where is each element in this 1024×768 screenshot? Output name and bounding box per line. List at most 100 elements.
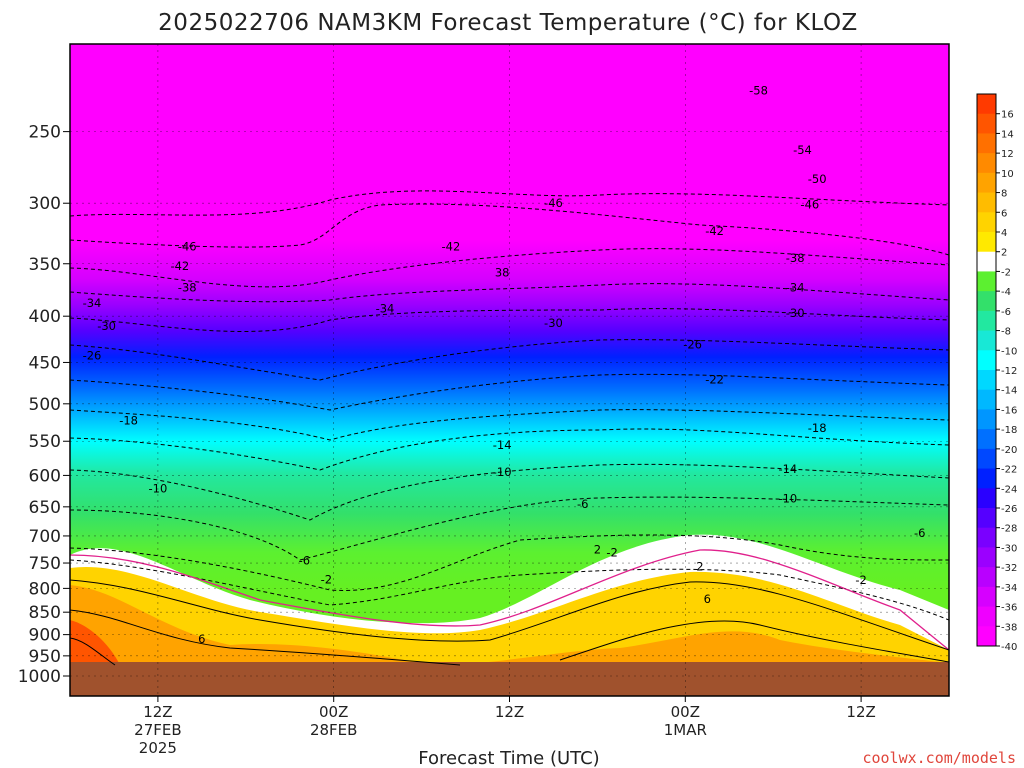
x-tick-label: 27FEB bbox=[134, 721, 181, 739]
contour-label: -58 bbox=[749, 83, 768, 97]
colorbar-swatch bbox=[977, 251, 996, 272]
colorbar-tick-label: -26 bbox=[1001, 504, 1017, 515]
y-tick-label: 700 bbox=[29, 527, 61, 547]
colorbar-swatch bbox=[977, 527, 996, 548]
colorbar-swatch bbox=[977, 94, 996, 115]
colorbar-tick-label: -10 bbox=[1001, 346, 1017, 357]
colorbar-tick-label: 4 bbox=[1001, 228, 1007, 239]
contour-label: -26 bbox=[83, 348, 102, 362]
colorbar-swatch bbox=[977, 133, 996, 154]
contour-label: -34 bbox=[786, 281, 805, 295]
contour-label: -54 bbox=[793, 143, 812, 157]
contour-label: -26 bbox=[683, 338, 702, 352]
colorbar-tick-label: -4 bbox=[1001, 287, 1011, 298]
colorbar-tick-label: 16 bbox=[1001, 110, 1014, 121]
contour-label: -10 bbox=[149, 481, 168, 495]
y-tick-label: 250 bbox=[29, 123, 61, 143]
contour-label: -14 bbox=[778, 462, 797, 476]
colorbar-tick-label: -36 bbox=[1001, 603, 1017, 614]
colorbar-tick-label: -32 bbox=[1001, 563, 1017, 574]
y-tick-label: 800 bbox=[29, 579, 61, 599]
x-axis-label: Forecast Time (UTC) bbox=[418, 748, 599, 768]
colorbar-tick-label: 2 bbox=[1001, 248, 1007, 259]
contour-label: -6 bbox=[577, 497, 588, 511]
colorbar-tick-label: 14 bbox=[1001, 129, 1014, 140]
contour-label: -14 bbox=[493, 438, 512, 452]
contour-label: -42 bbox=[705, 224, 724, 238]
x-tick-label: 1MAR bbox=[664, 721, 707, 739]
contour-label: -50 bbox=[808, 172, 827, 186]
x-tick-label: 12Z bbox=[846, 703, 875, 721]
colorbar-swatch bbox=[977, 429, 996, 450]
colorbar-swatch bbox=[977, 330, 996, 351]
y-axis: 250 300 350 400 450 500 550 600 650 700 750 800 850 9… bbox=[18, 123, 70, 687]
colorbar-swatch bbox=[977, 113, 996, 134]
colorbar-tick-label: 6 bbox=[1001, 208, 1007, 219]
x-tick-label: 12Z bbox=[143, 703, 172, 721]
colorbar-tick-label: -22 bbox=[1001, 465, 1017, 476]
colorbar-swatch bbox=[977, 389, 996, 410]
colorbar-tick-label: -28 bbox=[1001, 524, 1017, 535]
contour-label: -34 bbox=[83, 296, 102, 310]
contour-label: -18 bbox=[808, 421, 827, 435]
contour-label: -30 bbox=[786, 306, 805, 320]
y-tick-label: 900 bbox=[29, 626, 61, 646]
contour-label: -46 bbox=[178, 240, 197, 254]
y-tick-label: 350 bbox=[29, 255, 61, 275]
y-tick-label: 1000 bbox=[18, 667, 61, 687]
colorbar-swatch bbox=[977, 586, 996, 608]
x-tick-label: 2025 bbox=[139, 739, 177, 757]
colorbar-swatch bbox=[977, 192, 996, 213]
colorbar-tick-label: -2 bbox=[1001, 267, 1011, 278]
colorbar-tick-label: -24 bbox=[1001, 484, 1017, 495]
contour-label: 38 bbox=[495, 266, 510, 280]
colorbar-swatch bbox=[977, 310, 996, 332]
y-tick-label: 600 bbox=[29, 466, 61, 486]
y-tick-label: 550 bbox=[29, 432, 61, 452]
colorbar-tick-label: 12 bbox=[1001, 149, 1014, 160]
y-tick-label: 500 bbox=[29, 395, 61, 415]
x-tick-label: 12Z bbox=[495, 703, 524, 721]
colorbar-tick-label: -40 bbox=[1001, 642, 1017, 653]
contour-label: -10 bbox=[778, 491, 797, 505]
contour-label: -6 bbox=[299, 553, 310, 567]
colorbar-tick-label: -8 bbox=[1001, 327, 1011, 338]
x-tick-label: 28FEB bbox=[310, 721, 357, 739]
contour-label: -10 bbox=[493, 465, 512, 479]
contour-label: 2 bbox=[696, 560, 703, 574]
colorbar-swatch bbox=[977, 172, 996, 194]
colorbar-tick-label: -12 bbox=[1001, 366, 1017, 377]
colorbar-swatch bbox=[977, 448, 996, 470]
warm-contours bbox=[70, 579, 949, 666]
colorbar-tick-label: -38 bbox=[1001, 622, 1017, 633]
colorbar-swatch bbox=[977, 370, 996, 391]
plot-area: -46-42-38-34-30-26-18-10-6-26-34-4238-46… bbox=[70, 44, 949, 696]
x-tick-label: 00Z bbox=[319, 703, 348, 721]
colorbar-swatch bbox=[977, 212, 996, 233]
contour-label: -46 bbox=[544, 196, 563, 210]
colorbar-tick-label: -30 bbox=[1001, 543, 1017, 554]
y-tick-label: 300 bbox=[29, 194, 61, 214]
colorbar-swatch bbox=[977, 232, 996, 253]
contour-label: -42 bbox=[442, 240, 461, 254]
contour-label: -6 bbox=[914, 526, 925, 540]
ground bbox=[70, 662, 949, 696]
y-tick-label: 450 bbox=[29, 353, 61, 373]
y-tick-label: 950 bbox=[29, 647, 61, 667]
y-tick-label: 750 bbox=[29, 554, 61, 574]
colorbar-tick-label: -16 bbox=[1001, 405, 1017, 416]
colorbar-tick-label: -6 bbox=[1001, 307, 1011, 318]
y-tick-label: 650 bbox=[29, 498, 61, 518]
colorbar: 16 14 12 10 8 6 4 2 -2 -4 -6 -8 -10 -12 -14 -16 -18 -20 -2… bbox=[976, 93, 1017, 653]
contour-label: -34 bbox=[376, 301, 395, 315]
colorbar-swatch bbox=[977, 350, 996, 371]
colorbar-swatch bbox=[977, 409, 996, 430]
contour-label: -2 bbox=[321, 572, 332, 586]
colorbar-swatch bbox=[977, 291, 996, 312]
x-tick-label: 00Z bbox=[671, 703, 700, 721]
colorbar-tick-label: -20 bbox=[1001, 445, 1017, 456]
y-tick-label: 400 bbox=[29, 307, 61, 327]
colorbar-swatch bbox=[977, 508, 996, 529]
